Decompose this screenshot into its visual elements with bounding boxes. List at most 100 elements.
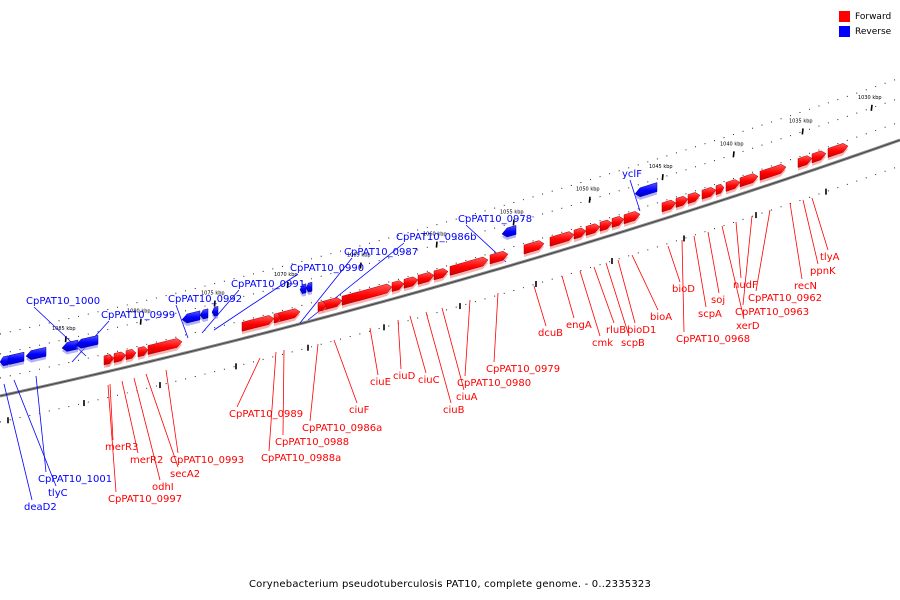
gene-CpPAT10_0989[interactable] xyxy=(241,315,275,335)
gene-odhI[interactable] xyxy=(125,349,137,363)
gene-label[interactable]: CpPAT10_0989 xyxy=(229,409,303,420)
leader-line xyxy=(593,266,615,324)
tick-label: 1040 kbp xyxy=(720,141,744,147)
gene-label[interactable]: CpPAT10_0968 xyxy=(676,334,750,345)
gene-label[interactable]: ciuC xyxy=(418,375,440,386)
gene-CpPAT10_0988[interactable] xyxy=(277,308,301,326)
gene-CpPAT10_0990[interactable] xyxy=(211,305,219,320)
gene-label[interactable]: CpPAT10_0978 xyxy=(458,214,532,225)
gene-label[interactable]: xerD xyxy=(736,321,760,332)
gene-rluB[interactable] xyxy=(585,223,601,239)
gene-label[interactable]: ciuA xyxy=(456,392,478,403)
gene-bioD1[interactable] xyxy=(611,216,625,231)
gene-yclF[interactable] xyxy=(634,182,658,200)
gene-CpPAT10_0963[interactable] xyxy=(739,173,759,190)
gene-label[interactable]: yclF xyxy=(622,169,642,180)
gene-label[interactable]: CpPAT10_0988a xyxy=(261,453,341,464)
gene-ciuF[interactable] xyxy=(321,297,343,314)
gene-label[interactable]: CpPAT10_0987 xyxy=(344,247,418,258)
gene-engA[interactable] xyxy=(549,231,575,250)
gene-CpPAT10_0988a[interactable] xyxy=(273,312,281,327)
gene-label[interactable]: dcuB xyxy=(538,328,563,339)
gene-label[interactable]: CpPAT10_0992 xyxy=(168,294,242,305)
gene-scpA[interactable] xyxy=(687,192,701,207)
gene-ciuA[interactable] xyxy=(433,268,449,283)
gene-dcuB[interactable] xyxy=(523,240,545,257)
gene-ciuC[interactable] xyxy=(403,276,419,292)
gene-ciuD[interactable] xyxy=(391,280,405,295)
gene-cmk[interactable] xyxy=(573,227,587,243)
gene-label[interactable]: bioD xyxy=(672,284,695,295)
gene-label[interactable]: CpPAT10_0991 xyxy=(231,279,305,290)
gene-secA2[interactable] xyxy=(137,346,149,360)
gene-label[interactable]: scpB xyxy=(621,338,645,349)
gene-arrow xyxy=(403,276,419,289)
leader-line xyxy=(397,319,402,370)
gene-label[interactable]: ppnK xyxy=(810,266,836,277)
gene-CpPAT10_0991[interactable] xyxy=(199,308,209,322)
gene-scpB[interactable] xyxy=(599,219,613,235)
gene-label[interactable]: ciuE xyxy=(370,377,391,388)
gene-CpPAT10_0986b[interactable] xyxy=(305,281,313,296)
gene-label[interactable]: tlyA xyxy=(820,252,840,263)
gene-xerD[interactable] xyxy=(715,183,725,198)
gene-label[interactable]: bioA xyxy=(650,312,672,323)
gene-label[interactable]: nudF xyxy=(733,280,758,291)
gene-label[interactable]: merR3 xyxy=(105,442,138,453)
gene-CpPAT10_0980[interactable] xyxy=(449,256,489,279)
gene-label[interactable]: merR2 xyxy=(130,455,163,466)
gene-label[interactable]: CpPAT10_0997 xyxy=(108,494,182,505)
leader-line xyxy=(268,351,277,452)
gene-label[interactable]: ciuF xyxy=(349,405,370,416)
gene-bioD[interactable] xyxy=(661,199,677,215)
gene-label[interactable]: CpPAT10_0993 xyxy=(170,455,244,466)
gene-tlyA[interactable] xyxy=(827,143,849,161)
gene-label[interactable]: scpA xyxy=(698,309,722,320)
gene-label[interactable]: CpPAT10_1001 xyxy=(38,474,112,485)
gene-CpPAT10_0979[interactable] xyxy=(489,250,509,267)
gene-CpPAT10_0968[interactable] xyxy=(675,195,689,211)
gene-CpPAT10_1001[interactable] xyxy=(25,346,47,363)
gene-label[interactable]: cmk xyxy=(592,338,613,349)
gene-CpPAT10_0993[interactable] xyxy=(147,338,183,358)
gene-CpPAT10_0987[interactable] xyxy=(299,283,307,297)
gene-label[interactable]: CpPAT10_0999 xyxy=(101,310,175,321)
gene-label[interactable]: tlyC xyxy=(48,488,68,499)
gene-label[interactable]: rluB xyxy=(606,325,626,336)
gene-CpPAT10_0992[interactable] xyxy=(181,310,201,326)
gene-label[interactable]: CpPAT10_1000 xyxy=(26,296,100,307)
gene-CpPAT10_0999[interactable] xyxy=(61,339,79,355)
gene-tlyC[interactable] xyxy=(3,351,25,368)
gene-recN[interactable] xyxy=(797,155,813,171)
gene-CpPAT10_0997[interactable] xyxy=(105,354,113,368)
gene-label[interactable]: secA2 xyxy=(170,469,200,480)
gene-label[interactable]: CpPAT10_0963 xyxy=(735,307,809,318)
gene-ppnK[interactable] xyxy=(811,150,827,166)
gene-label[interactable]: deaD2 xyxy=(24,502,57,513)
gene-ciuB[interactable] xyxy=(417,272,435,288)
gene-label[interactable]: CpPAT10_0980 xyxy=(457,378,531,389)
gene-CpPAT10_0962[interactable] xyxy=(759,164,787,184)
gene-CpPAT10_1000[interactable] xyxy=(75,334,99,352)
gene-label[interactable]: odhI xyxy=(152,482,174,493)
gene-deaD2[interactable] xyxy=(0,355,9,369)
gene-CpPAT10_0978[interactable] xyxy=(501,225,517,240)
gene-label[interactable]: bioD1 xyxy=(627,325,656,336)
gene-CpPAT10_0986a[interactable] xyxy=(317,301,327,315)
gene-label[interactable]: engA xyxy=(566,320,592,331)
gene-merR2[interactable] xyxy=(113,351,127,366)
gene-label[interactable]: CpPAT10_0986b xyxy=(396,232,476,243)
gene-ciuE[interactable] xyxy=(341,283,393,309)
gene-nudF[interactable] xyxy=(725,179,741,195)
gene-label[interactable]: CpPAT10_0990 xyxy=(290,263,364,274)
gene-bioA[interactable] xyxy=(623,211,641,227)
gene-label[interactable]: CpPAT10_0988 xyxy=(275,437,349,448)
gene-label[interactable]: CpPAT10_0986a xyxy=(302,423,382,434)
gene-label[interactable]: recN xyxy=(794,281,817,292)
gene-label[interactable]: ciuD xyxy=(393,371,416,382)
gene-label[interactable]: soj xyxy=(711,295,725,306)
gene-label[interactable]: CpPAT10_0979 xyxy=(486,364,560,375)
gene-label[interactable]: ciuB xyxy=(443,405,465,416)
gene-soj[interactable] xyxy=(701,187,717,203)
gene-label[interactable]: CpPAT10_0962 xyxy=(748,293,822,304)
